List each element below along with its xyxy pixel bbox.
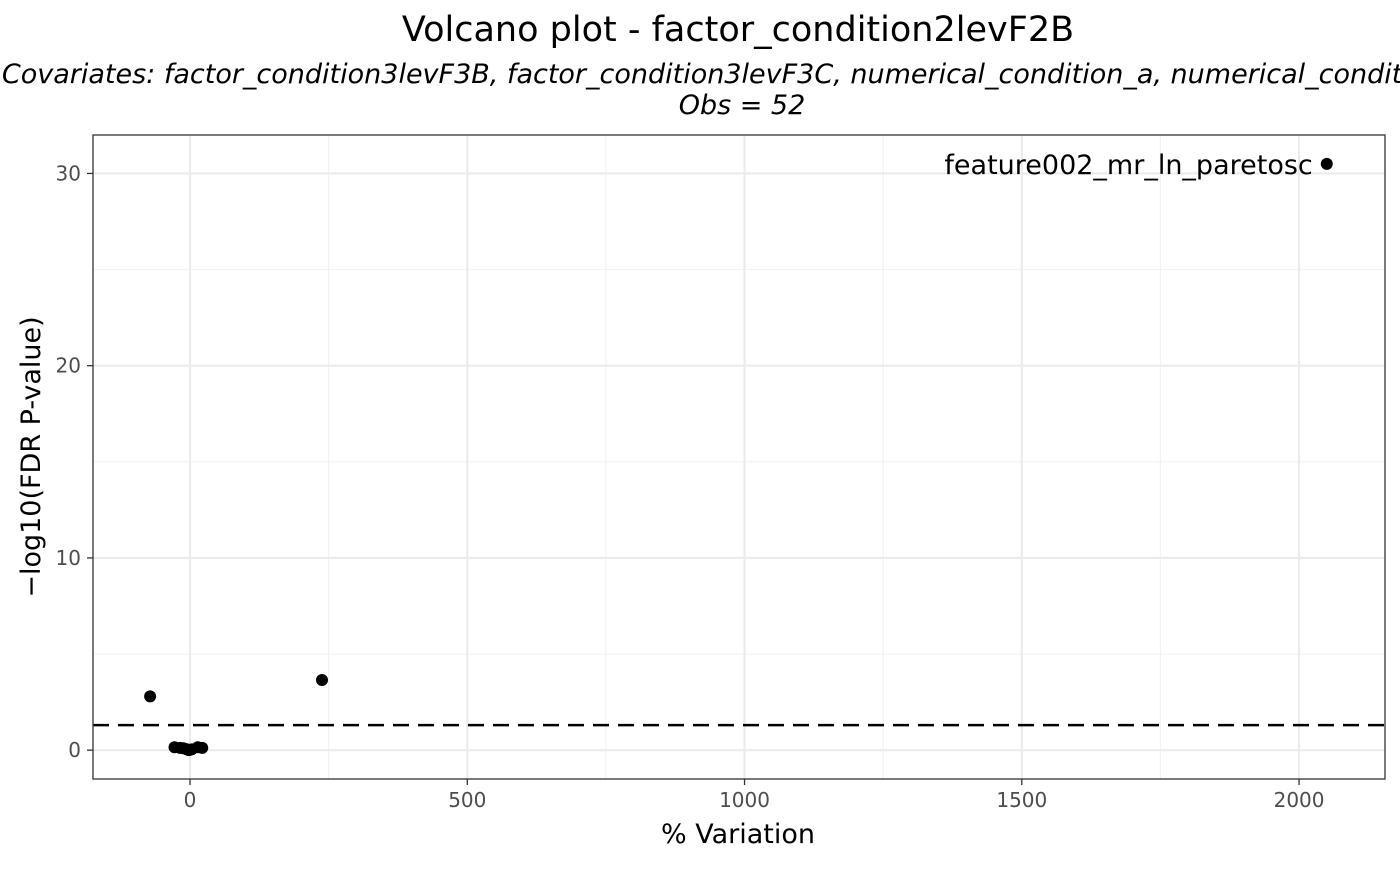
y-tick-label: 10 (56, 546, 81, 570)
plot-background (93, 135, 1385, 779)
chart-subtitle-covariates: Covariates: factor_condition3levF3B, fac… (2, 59, 1400, 90)
x-tick-label: 1500 (996, 788, 1047, 812)
chart-subtitle-obs: Obs = 52 (679, 90, 806, 121)
y-tick-label: 30 (56, 161, 81, 185)
x-tick-label: 1000 (719, 788, 770, 812)
x-tick-label: 0 (184, 788, 197, 812)
y-tick-label: 0 (68, 738, 81, 762)
data-point (1320, 157, 1333, 170)
x-tick-label: 500 (448, 788, 486, 812)
data-point (316, 673, 329, 686)
point-label: feature002_mr_ln_paretosc (944, 150, 1312, 181)
data-point (144, 690, 157, 703)
y-tick-label: 20 (56, 354, 81, 378)
x-tick-label: 2000 (1274, 788, 1325, 812)
plot-border (92, 134, 1386, 780)
x-axis-title: % Variation (661, 819, 815, 850)
data-point (196, 741, 209, 754)
chart-title: Volcano plot - factor_condition2levF2B (402, 10, 1074, 50)
y-axis-title: −log10(FDR P-value) (16, 316, 47, 597)
